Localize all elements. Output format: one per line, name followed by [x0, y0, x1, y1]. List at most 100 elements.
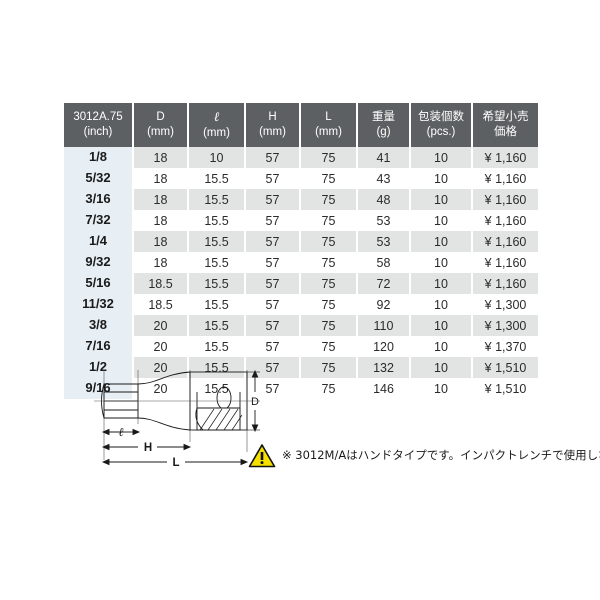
cell-bigl: 75: [301, 189, 358, 211]
cell-weight: 58: [358, 252, 411, 274]
cell-price: ¥ 1,160: [473, 231, 538, 253]
cell-size: 11/32: [64, 294, 134, 316]
header-row: 3012A.75 (inch) D (mm) ℓ (mm) H (mm) L: [64, 103, 538, 148]
cell-price: ¥ 1,300: [473, 294, 538, 316]
column-header-h-title: H: [268, 110, 277, 123]
cell-bigl: 75: [301, 147, 358, 169]
cell-h: 57: [246, 336, 301, 358]
cell-d: 20: [134, 336, 189, 358]
cell-bigl: 75: [301, 273, 358, 295]
cell-size: 5/32: [64, 168, 134, 190]
cell-pcs: 10: [411, 231, 473, 253]
cell-pcs: 10: [411, 357, 473, 379]
cell-price: ¥ 1,160: [473, 252, 538, 274]
cell-size: 3/8: [64, 315, 134, 337]
cell-size: 7/32: [64, 210, 134, 232]
cell-weight: 72: [358, 273, 411, 295]
cell-l: 15.5: [189, 273, 246, 295]
table-row: 1/4 18 15.5 57 75 53 10 ¥ 1,160: [64, 231, 538, 253]
cell-h: 57: [246, 378, 301, 400]
column-header-d: D (mm): [134, 103, 189, 148]
cell-d: 20: [134, 378, 189, 400]
warning-note-text: ※ 3012M/Aはハンドタイプです。インパクトレンチで使用しないで下さい。: [282, 447, 600, 462]
cell-size: 9/32: [64, 252, 134, 274]
cell-pcs: 10: [411, 189, 473, 211]
table-row: 9/32 18 15.5 57 75 58 10 ¥ 1,160: [64, 252, 538, 274]
cell-bigl: 75: [301, 336, 358, 358]
column-header-package-qty-title: 包装個数: [418, 110, 464, 123]
cell-d: 18: [134, 231, 189, 253]
cell-bigl: 75: [301, 378, 358, 400]
warning-note: ※ 3012M/Aはハンドタイプです。インパクトレンチで使用しないで下さい。: [248, 438, 600, 472]
cell-size: 1/8: [64, 147, 134, 169]
cell-l: 15.5: [189, 336, 246, 358]
cell-h: 57: [246, 294, 301, 316]
cell-l: 15.5: [189, 357, 246, 379]
dimension-label-small-l: ℓ: [119, 425, 124, 439]
cell-d: 20: [134, 357, 189, 379]
cell-l: 15.5: [189, 252, 246, 274]
cell-pcs: 10: [411, 252, 473, 274]
cell-price: ¥ 1,300: [473, 315, 538, 337]
column-header-package-qty: 包装個数 (pcs.): [411, 103, 473, 148]
product-dimension-drawing: D ℓ H L: [64, 362, 274, 472]
cell-pcs: 10: [411, 147, 473, 169]
cell-bigl: 75: [301, 357, 358, 379]
column-header-d-title: D: [156, 110, 165, 123]
cell-h: 57: [246, 210, 301, 232]
cell-bigl: 75: [301, 210, 358, 232]
cell-weight: 92: [358, 294, 411, 316]
column-header-big-l: L (mm): [301, 103, 358, 148]
cell-h: 57: [246, 168, 301, 190]
cell-h: 57: [246, 147, 301, 169]
table-row: 1/8 18 10 57 75 41 10 ¥ 1,160: [64, 147, 538, 169]
cell-size: 1/4: [64, 231, 134, 253]
cell-d: 18: [134, 189, 189, 211]
cell-weight: 120: [358, 336, 411, 358]
cell-price: ¥ 1,160: [473, 273, 538, 295]
table-body: 1/8 18 10 57 75 41 10 ¥ 1,160 5/32 18 15.5 57 75 43 10…: [64, 147, 538, 400]
cell-weight: 43: [358, 168, 411, 190]
table-row: 11/32 18.5 15.5 57 75 92 10 ¥ 1,300: [64, 294, 538, 316]
cell-bigl: 75: [301, 168, 358, 190]
cell-bigl: 75: [301, 315, 358, 337]
cell-price: ¥ 1,160: [473, 147, 538, 169]
drawing-svg: D ℓ H L: [94, 369, 260, 469]
cell-l: 15.5: [189, 189, 246, 211]
cell-pcs: 10: [411, 168, 473, 190]
column-header-d-unit: (mm): [147, 125, 174, 138]
table-row: 3/16 18 15.5 57 75 48 10 ¥ 1,160: [64, 189, 538, 211]
cell-pcs: 10: [411, 210, 473, 232]
cell-pcs: 10: [411, 294, 473, 316]
cell-l: 15.5: [189, 168, 246, 190]
table-row: 7/16 20 15.5 57 75 120 10 ¥ 1,370: [64, 336, 538, 358]
cell-d: 18: [134, 168, 189, 190]
dimension-label-d: D: [251, 396, 259, 408]
column-header-weight: 重量 (g): [358, 103, 411, 148]
column-header-price-unit: 価格: [494, 125, 517, 138]
cell-h: 57: [246, 231, 301, 253]
column-header-big-l-unit: (mm): [315, 125, 342, 138]
cell-weight: 41: [358, 147, 411, 169]
cell-bigl: 75: [301, 294, 358, 316]
table-row: 5/32 18 15.5 57 75 43 10 ¥ 1,160: [64, 168, 538, 190]
warning-triangle-icon: [248, 443, 276, 468]
cell-l: 15.5: [189, 315, 246, 337]
cell-size: 7/16: [64, 336, 134, 358]
cell-d: 18.5: [134, 294, 189, 316]
column-header-small-l-title: ℓ: [213, 109, 220, 124]
column-header-price-title: 希望小売: [482, 110, 529, 123]
cell-size: 3/16: [64, 189, 134, 211]
cell-bigl: 75: [301, 231, 358, 253]
column-header-small-l: ℓ (mm): [189, 103, 246, 148]
cell-bigl: 75: [301, 252, 358, 274]
column-header-model: 3012A.75 (inch): [64, 103, 134, 148]
cell-size: 1/2: [64, 357, 134, 379]
cell-pcs: 10: [411, 315, 473, 337]
cell-d: 20: [134, 315, 189, 337]
cell-l: 15.5: [189, 378, 246, 400]
cell-l: 15.5: [189, 210, 246, 232]
cell-h: 57: [246, 252, 301, 274]
cell-l: 15.5: [189, 231, 246, 253]
column-header-weight-unit: (g): [376, 125, 391, 138]
